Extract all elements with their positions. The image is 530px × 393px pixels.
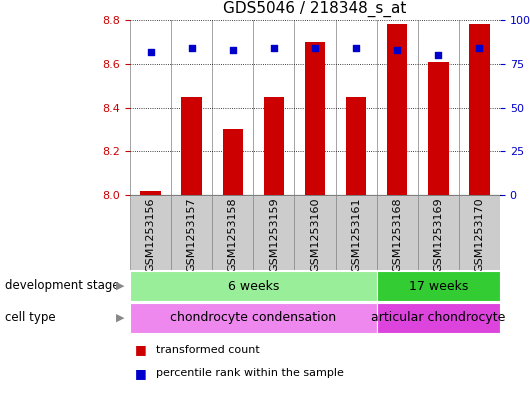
Bar	[130, 271, 377, 301]
Bar	[130, 195, 171, 270]
Text: articular chondrocyte: articular chondrocyte	[371, 312, 506, 325]
Text: GSM1253169: GSM1253169	[434, 197, 443, 272]
Text: cell type: cell type	[5, 312, 56, 325]
Bar	[418, 195, 459, 270]
Text: GSM1253157: GSM1253157	[187, 197, 197, 272]
Bar	[377, 195, 418, 270]
Bar	[223, 129, 243, 195]
Bar	[305, 42, 325, 195]
Bar	[140, 191, 161, 195]
Bar	[212, 195, 253, 270]
Bar	[377, 271, 500, 301]
Text: GSM1253168: GSM1253168	[392, 197, 402, 272]
Point	[475, 45, 484, 51]
Text: GSM1253159: GSM1253159	[269, 197, 279, 272]
Point	[188, 45, 196, 51]
Text: ■: ■	[135, 367, 147, 380]
Text: GSM1253156: GSM1253156	[146, 197, 156, 272]
Point	[270, 45, 278, 51]
Text: 17 weeks: 17 weeks	[409, 279, 468, 292]
Text: ▶: ▶	[116, 281, 125, 291]
Text: GSM1253161: GSM1253161	[351, 197, 361, 272]
Point	[352, 45, 360, 51]
Bar	[377, 303, 500, 333]
Point	[311, 45, 319, 51]
Text: ▶: ▶	[116, 313, 125, 323]
Point	[434, 52, 443, 58]
Bar	[469, 24, 490, 195]
Bar	[335, 195, 377, 270]
Text: GSM1253158: GSM1253158	[228, 197, 238, 272]
Point	[146, 48, 155, 55]
Bar	[171, 195, 212, 270]
Bar	[459, 195, 500, 270]
Bar	[346, 97, 366, 195]
Bar	[253, 195, 295, 270]
Text: percentile rank within the sample: percentile rank within the sample	[156, 368, 344, 378]
Point	[393, 47, 401, 53]
Text: GSM1253170: GSM1253170	[474, 197, 484, 272]
Text: development stage: development stage	[5, 279, 120, 292]
Text: 6 weeks: 6 weeks	[228, 279, 279, 292]
Bar	[295, 195, 335, 270]
Bar	[387, 24, 408, 195]
Text: transformed count: transformed count	[156, 345, 260, 355]
Bar	[263, 97, 284, 195]
Text: ■: ■	[135, 343, 147, 356]
Point	[228, 47, 237, 53]
Text: chondrocyte condensation: chondrocyte condensation	[170, 312, 337, 325]
Text: GSM1253160: GSM1253160	[310, 197, 320, 272]
Bar	[130, 303, 377, 333]
Bar	[181, 97, 202, 195]
Bar	[428, 62, 448, 195]
Title: GDS5046 / 218348_s_at: GDS5046 / 218348_s_at	[223, 1, 407, 17]
